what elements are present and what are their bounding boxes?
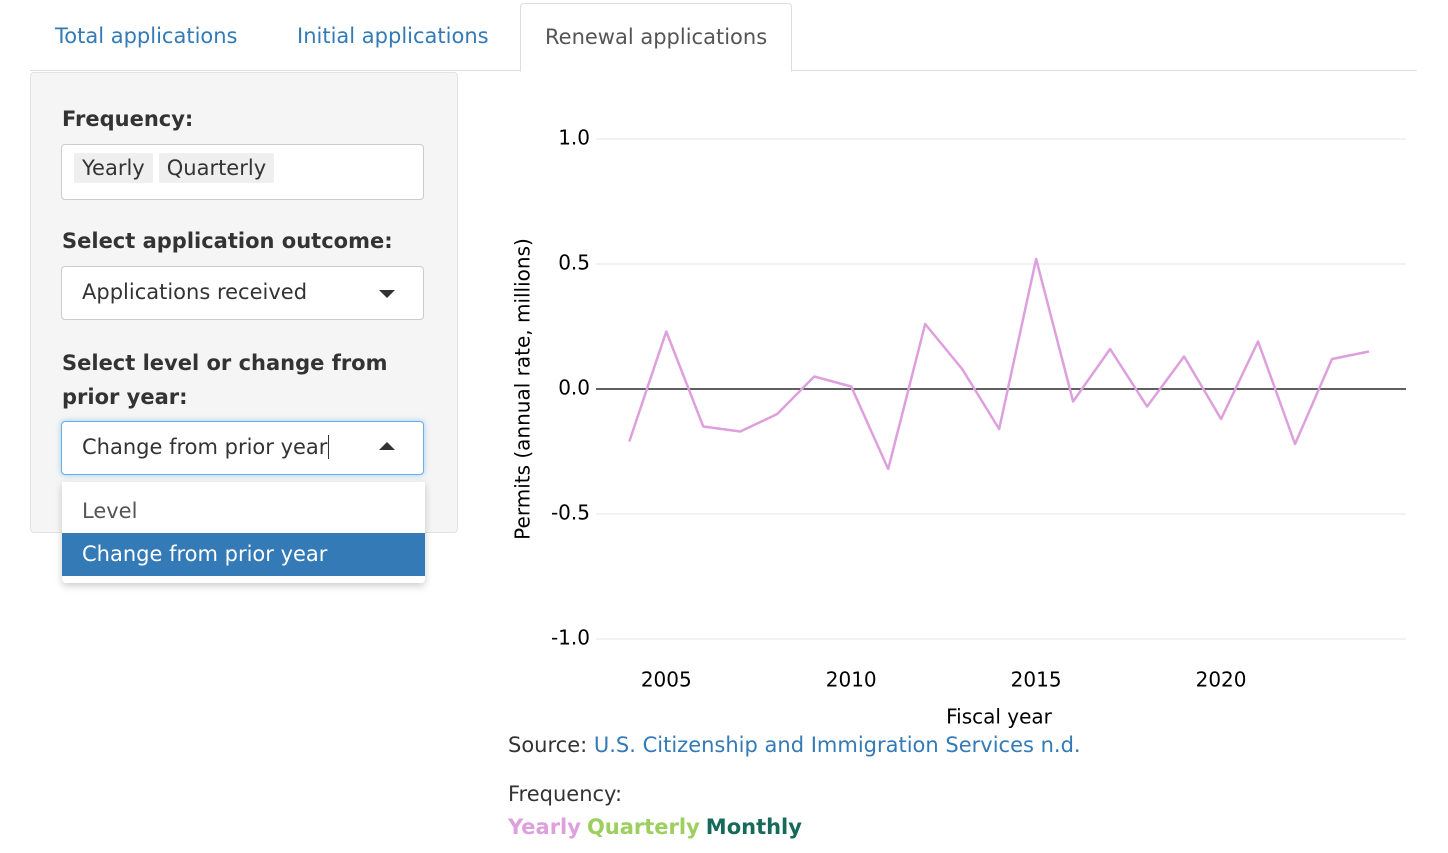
select-open[interactable]: Change from prior year: [61, 421, 424, 475]
chip[interactable]: Quarterly: [158, 153, 275, 183]
x-tick-label: 2015: [1011, 668, 1062, 692]
y-tick-label: -0.5: [551, 501, 590, 525]
y-tick-label: 1.0: [558, 126, 590, 150]
tab[interactable]: Initial applications: [297, 24, 489, 48]
select[interactable]: Applications received: [61, 266, 424, 320]
x-tick-label: 2010: [826, 668, 877, 692]
caret: [379, 442, 395, 450]
legend-item: Quarterly: [586, 815, 700, 839]
y-axis-title: Permits (annual rate, millions): [511, 238, 535, 540]
chip[interactable]: Yearly: [74, 153, 153, 183]
legend-title: Frequency:: [508, 782, 623, 806]
y-tick-label: 0.5: [558, 251, 590, 275]
option-selected[interactable]: Change from prior year: [62, 533, 425, 576]
select-value: Change from prior year: [82, 435, 330, 459]
tab-active[interactable]: Renewal applications: [520, 3, 793, 72]
x-tick-label: 2005: [641, 668, 692, 692]
legend-item: Monthly: [705, 815, 802, 839]
source-prefix: Source:: [508, 733, 588, 757]
multi-select[interactable]: Yearly Quarterly: [61, 144, 424, 200]
x-axis-title: Fiscal year: [946, 705, 1053, 729]
dropdown: Level Change from prior year: [62, 482, 425, 583]
source: Source: U.S. Citizenship and Immigration…: [508, 733, 1081, 757]
series-line: [628, 257, 1370, 471]
y-tick-label: -1.0: [551, 626, 590, 650]
y-tick-label: 0.0: [558, 376, 590, 400]
x-tick-label: 2020: [1196, 668, 1247, 692]
label: Frequency:: [62, 107, 194, 131]
label: Select application outcome:: [62, 229, 393, 253]
tab[interactable]: Total applications: [55, 24, 238, 48]
select-value: Applications received: [82, 280, 308, 304]
legend: Yearly Quarterly Monthly: [508, 815, 808, 839]
label: Select level or change from prior year:: [62, 351, 388, 409]
legend-item: Yearly: [508, 815, 581, 839]
source-link[interactable]: U.S. Citizenship and Immigration Service…: [593, 733, 1081, 757]
caret: [379, 290, 395, 298]
option[interactable]: Level: [82, 499, 138, 523]
